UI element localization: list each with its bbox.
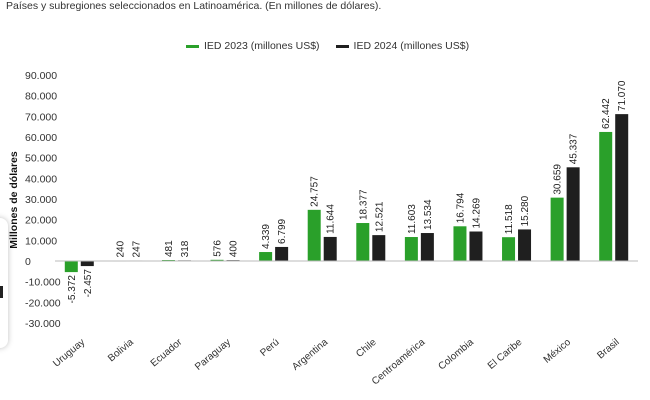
y-tick-label: 60.000 [25, 132, 57, 144]
legend-label-2023: IED 2023 (millones US$) [204, 40, 320, 52]
y-tick-label: 70.000 [25, 111, 57, 123]
bar-value-label: 318 [180, 240, 191, 257]
bar-value-label: 45.337 [569, 133, 580, 164]
category-label: Centroamérica [370, 337, 428, 388]
y-tick-label: 10.000 [25, 235, 57, 247]
bar-2023 [453, 226, 467, 261]
bar-value-label: 14.269 [471, 197, 482, 228]
bar-2024 [566, 167, 580, 261]
bars-group [64, 114, 629, 273]
bar-2023 [356, 223, 370, 261]
bar-2024 [615, 114, 629, 261]
bar-value-label: 11.644 [326, 204, 337, 234]
bar-value-label: 16.794 [455, 192, 466, 223]
bar-value-label: 400 [229, 240, 240, 257]
bar-value-label: 12.521 [374, 201, 385, 232]
bar-2023 [210, 259, 224, 261]
bar-value-label: -5.372 [67, 275, 78, 304]
category-label: Uruguay [51, 337, 87, 370]
y-tick-label: 40.000 [25, 173, 57, 185]
category-label: El Caribe [486, 337, 525, 372]
bar-2023 [259, 252, 273, 261]
bar-value-label: 15.280 [520, 195, 531, 226]
bar-2024 [469, 231, 483, 261]
category-label: Bolivia [106, 337, 136, 365]
bar-2024 [80, 261, 94, 267]
bar-2024 [275, 246, 289, 261]
y-tick-label: 90.000 [25, 70, 57, 82]
bar-value-label: 24.757 [310, 176, 321, 207]
category-label: Ecuador [149, 336, 185, 369]
legend-swatch-2023 [186, 44, 199, 48]
legend-label-2024: IED 2024 (millones US$) [353, 40, 470, 52]
bar-2023 [307, 209, 321, 261]
bar-value-label: 576 [213, 240, 224, 257]
bar-value-label: 6.799 [277, 218, 288, 243]
bar-value-label: 62.442 [601, 98, 612, 129]
category-labels-group: Uruguay Bolivia Ecuador Paraguay Perú Argenti… [51, 336, 621, 387]
bar-value-label: 4.339 [261, 224, 272, 249]
y-tick-label: -30.000 [25, 318, 61, 330]
y-tick-label: 0 [25, 256, 31, 268]
y-tick-label: 80.000 [25, 91, 57, 103]
y-axis-label: Millones de dólares [8, 151, 20, 249]
legend-swatch-2024 [335, 44, 349, 48]
bar-2024 [518, 229, 532, 261]
bar-value-label: 240 [115, 240, 126, 257]
bar-2023 [502, 237, 516, 261]
legend-item-2024: IED 2024 (millones US$) [335, 40, 470, 52]
bar-2024 [323, 236, 337, 261]
bar-value-label: 13.534 [423, 199, 434, 230]
y-tick-label: 30.000 [25, 194, 57, 206]
bar-value-label: 30.659 [553, 164, 564, 195]
bar-value-label: 11.603 [407, 204, 418, 234]
bar-value-label: 71.070 [617, 80, 628, 111]
y-tick-label: 20.000 [25, 215, 57, 227]
category-label: Paraguay [193, 337, 233, 373]
bar-value-label: 247 [131, 240, 142, 257]
bar-labels-group: -5.372 -2.457 240 247 481 318 576 400 4.339 6.799… [67, 80, 628, 303]
y-axis-ticks: 90.000 80.000 70.000 60.000 50.000 40.000 30.0… [25, 70, 61, 330]
bar-2024 [420, 233, 434, 261]
bar-value-label: 18.377 [358, 189, 369, 220]
bar-value-label: -2.457 [83, 269, 94, 298]
chart-legend: IED 2023 (millones US$) IED 2024 (millon… [186, 40, 469, 52]
y-tick-label: 50.000 [25, 153, 57, 165]
chart-subtitle: Países y subregiones seleccionados en La… [6, 0, 382, 12]
bar-2023 [550, 197, 564, 261]
legend-item-2023: IED 2023 (millones US$) [186, 40, 320, 52]
category-label: Brasil [595, 337, 621, 362]
bar-value-label: 11.518 [504, 204, 515, 234]
bar-2024 [372, 235, 386, 261]
side-panel-tab[interactable] [0, 218, 8, 348]
side-panel-handle[interactable] [0, 286, 3, 298]
bar-2023 [404, 237, 418, 261]
bar-2023 [64, 261, 78, 273]
category-label: Chile [354, 337, 379, 360]
category-label: Argentina [290, 337, 330, 373]
category-label: Colombia [436, 337, 476, 373]
y-tick-label: -20.000 [25, 297, 61, 309]
category-label: México [542, 337, 574, 366]
bar-2023 [599, 131, 613, 261]
category-label: Perú [258, 337, 281, 359]
bar-value-label: 481 [164, 240, 175, 257]
y-tick-label: -10.000 [25, 277, 61, 289]
